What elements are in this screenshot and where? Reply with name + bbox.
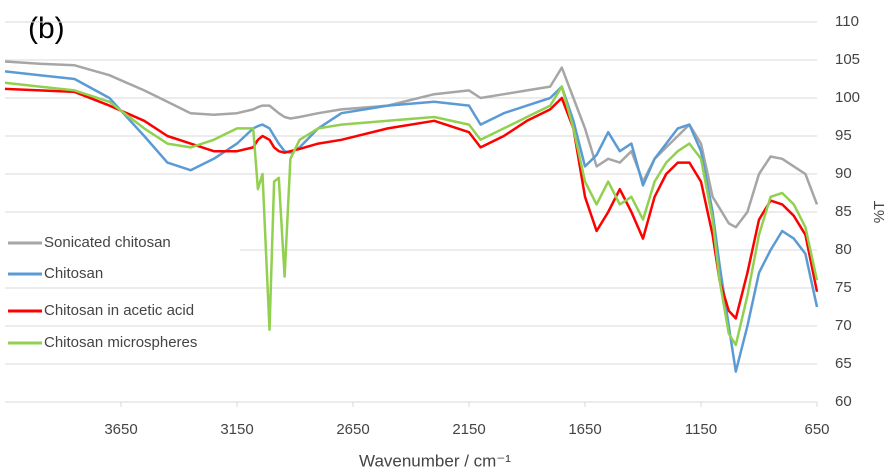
y-tick-label: 85: [835, 203, 852, 220]
x-tick-label: 1650: [568, 421, 601, 438]
y-tick-label: 70: [835, 317, 852, 334]
y-tick-label: 75: [835, 279, 852, 296]
y-tick-label: 105: [835, 51, 860, 68]
y-tick-label: 80: [835, 241, 852, 258]
chart: (b) Wavenumber / cm⁻¹ %T 60 65 70 75 80 85 90 9…: [0, 0, 892, 475]
y-axis-label: %T: [871, 201, 888, 224]
legend-label: Sonicated chitosan: [44, 234, 171, 251]
y-tick-label: 110: [835, 13, 859, 30]
legend-label: Chitosan: [44, 265, 103, 282]
x-tick-label: 650: [804, 421, 829, 438]
x-tick-label: 2650: [336, 421, 369, 438]
legend-label: Chitosan in acetic acid: [44, 302, 194, 319]
x-tick-label: 3650: [104, 421, 137, 438]
chart-title: (b): [28, 12, 65, 45]
y-tick-label: 100: [835, 89, 860, 106]
x-tick-label: 3150: [220, 421, 253, 438]
x-tick-label: 1150: [685, 421, 717, 438]
y-tick-label: 90: [835, 165, 852, 182]
y-tick-label: 65: [835, 355, 852, 372]
y-tick-label: 60: [835, 393, 852, 410]
x-axis-label: Wavenumber / cm⁻¹: [359, 451, 511, 470]
x-tick-label: 2150: [452, 421, 485, 438]
y-tick-label: 95: [835, 127, 852, 144]
legend-label: Chitosan microspheres: [44, 334, 197, 351]
